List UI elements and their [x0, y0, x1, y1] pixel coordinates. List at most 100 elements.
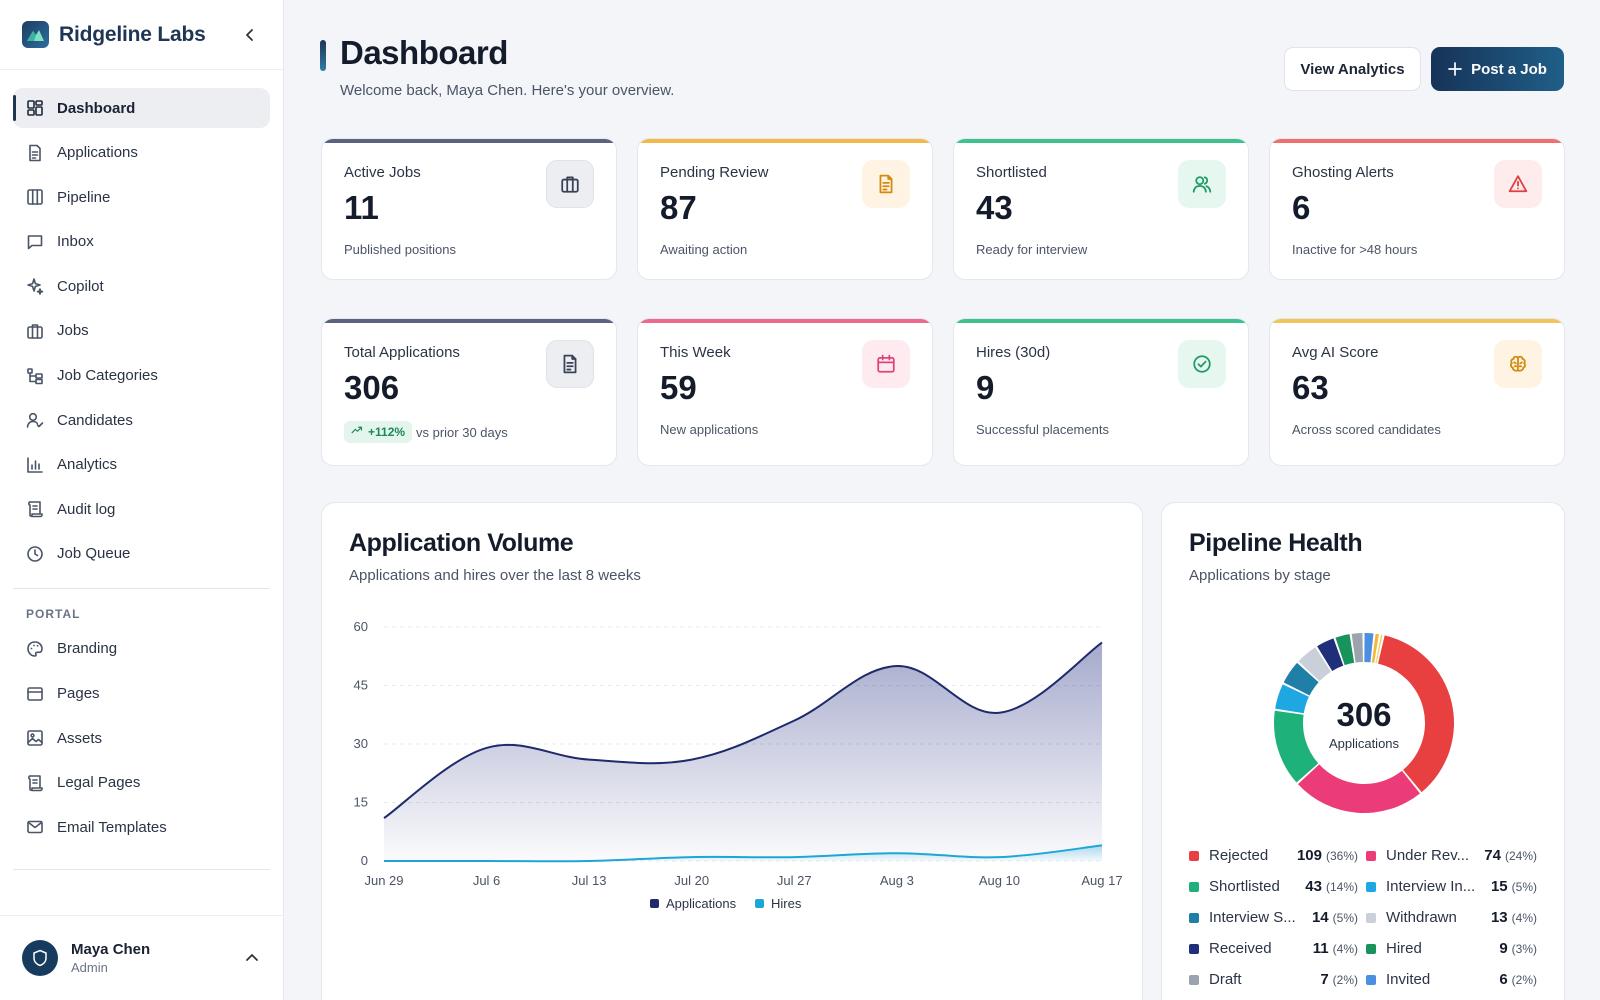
donut-slice-interview-scheduled[interactable] [1283, 662, 1319, 696]
card-accent [638, 139, 932, 143]
donut-slice-invited[interactable] [1364, 633, 1374, 663]
donut-slice-under-review[interactable] [1297, 764, 1420, 813]
donut-slice-other-b[interactable] [1375, 634, 1383, 664]
card-accent [954, 319, 1248, 323]
legend-count: 15 [1490, 878, 1508, 895]
main-nav: Dashboard Applications Pipeline Inbox Copilo… [0, 70, 283, 871]
legend-item-hired: Hired [1366, 940, 1422, 957]
sidebar-item-label: Dashboard [57, 99, 136, 117]
donut-slice-rejected[interactable] [1378, 635, 1454, 793]
nav-divider [13, 587, 270, 589]
legend-percent: (2%) [1511, 973, 1537, 987]
view-analytics-button[interactable]: View Analytics [1284, 47, 1421, 91]
volume-subtitle: Applications and hires over the last 8 w… [349, 567, 641, 584]
stat-value: 63 [1292, 369, 1329, 406]
legend-percent: (4%) [1511, 911, 1537, 925]
sidebar-item-label: Analytics [57, 456, 118, 474]
legend-percent: (5%) [1511, 880, 1537, 894]
legend-label: Under Rev... [1386, 847, 1470, 864]
legend-count: 74 [1484, 847, 1501, 864]
legend-item-interview-scheduled: Interview S... [1189, 909, 1296, 926]
sidebar-item-label: Copilot [57, 277, 104, 295]
legend-label: Hired [1386, 940, 1422, 957]
legend-value: 43 (14%) [1305, 878, 1358, 895]
sidebar-item-applications[interactable]: Applications [13, 133, 270, 173]
sidebar-item-dashboard[interactable]: Dashboard [13, 88, 270, 128]
sidebar-item-candidates[interactable]: Candidates [13, 400, 270, 440]
user-role: Admin [71, 960, 108, 975]
user-name: Maya Chen [71, 941, 151, 958]
pipeline-subtitle: Applications by stage [1189, 567, 1331, 584]
sidebar-item-legal-pages[interactable]: Legal Pages [13, 763, 270, 803]
stat-card-ghosting-alerts[interactable]: Ghosting Alerts 6 Inactive for >48 hours [1269, 138, 1565, 280]
users-icon [1178, 160, 1226, 208]
nav-divider [13, 869, 270, 871]
alert-triangle-icon [1494, 160, 1542, 208]
sidebar-item-label: Pages [57, 685, 100, 703]
sidebar-item-audit-log[interactable]: Audit log [13, 489, 270, 529]
file-icon [26, 144, 44, 162]
sidebar-item-copilot[interactable]: Copilot [13, 266, 270, 306]
stat-desc: New applications [660, 422, 759, 437]
donut-slice-received[interactable] [1317, 638, 1344, 671]
sidebar-item-pipeline[interactable]: Pipeline [13, 177, 270, 217]
series-line-applications [383, 641, 1103, 819]
stat-desc: Inactive for >48 hours [1292, 242, 1418, 257]
legend-label: Rejected [1209, 847, 1269, 864]
stat-card-pending-review[interactable]: Pending Review 87 Awaiting action [637, 138, 933, 280]
legend-swatch [1366, 881, 1376, 892]
donut-slice-draft[interactable] [1351, 633, 1363, 663]
stat-card-this-week[interactable]: This Week 59 New applications [637, 318, 933, 466]
stat-card-total-applications[interactable]: Total Applications 306 +112% vs prior 30… [321, 318, 617, 466]
tree-icon [26, 367, 44, 385]
legend-label: Received [1209, 940, 1272, 957]
legend-value: 74 (24%) [1484, 847, 1537, 864]
post-job-button[interactable]: Post a Job [1431, 47, 1564, 91]
brand-logo [22, 21, 49, 48]
sidebar-item-jobs[interactable]: Jobs [13, 311, 270, 351]
sidebar-item-assets[interactable]: Assets [13, 718, 270, 758]
stat-card-hires-30d[interactable]: Hires (30d) 9 Successful placements [953, 318, 1249, 466]
y-tick-label: 0 [361, 853, 368, 868]
donut-slice-withdrawn[interactable] [1298, 647, 1331, 682]
scroll-icon [26, 774, 44, 792]
sidebar-item-job-categories[interactable]: Job Categories [13, 356, 270, 396]
sidebar-item-label: Pipeline [57, 188, 111, 206]
sidebar-item-job-queue[interactable]: Job Queue [13, 534, 270, 574]
sidebar-item-analytics[interactable]: Analytics [13, 445, 270, 485]
pipeline-title: Pipeline Health [1189, 529, 1363, 557]
sidebar-item-label: Jobs [57, 322, 89, 340]
x-tick-label: Aug 10 [979, 873, 1020, 888]
donut-slice-other-a[interactable] [1371, 633, 1379, 663]
chevron-left-icon [246, 28, 253, 41]
user-menu[interactable]: Maya Chen Admin [0, 915, 284, 1000]
stat-label: Avg AI Score [1292, 344, 1379, 361]
donut-slice-shortlisted[interactable] [1274, 710, 1319, 783]
sidebar-item-email-templates[interactable]: Email Templates [13, 807, 270, 847]
sidebar-item-label: Candidates [57, 411, 133, 429]
sidebar-item-branding[interactable]: Branding [13, 629, 270, 669]
stat-card-avg-ai-score[interactable]: Avg AI Score 63 Across scored candidates [1269, 318, 1565, 466]
collapse-sidebar-button[interactable] [239, 24, 261, 46]
legend-swatch [755, 899, 764, 908]
y-tick-label: 45 [354, 678, 368, 693]
donut-slice-hired[interactable] [1335, 634, 1355, 666]
stat-card-active-jobs[interactable]: Active Jobs 11 Published positions [321, 138, 617, 280]
series-line-hires [383, 844, 1103, 863]
legend-item-draft: Draft [1189, 971, 1242, 988]
sidebar-item-inbox[interactable]: Inbox [13, 222, 270, 262]
stat-card-shortlisted[interactable]: Shortlisted 43 Ready for interview [953, 138, 1249, 280]
legend-count: 11 [1312, 940, 1329, 957]
legend-value: 109 (36%) [1297, 847, 1358, 864]
sidebar-item-pages[interactable]: Pages [13, 674, 270, 714]
legend-item-under-review: Under Rev... [1366, 847, 1469, 864]
donut-slice-interview-invited[interactable] [1275, 684, 1309, 714]
legend-swatch [1189, 850, 1199, 861]
user-check-icon [26, 411, 44, 429]
chevron-up-icon[interactable] [242, 948, 262, 968]
legend-item-withdrawn: Withdrawn [1366, 909, 1457, 926]
stat-label: This Week [660, 344, 731, 361]
brain-icon [1494, 340, 1542, 388]
volume-title: Application Volume [349, 529, 574, 557]
stat-label: Pending Review [660, 164, 769, 181]
